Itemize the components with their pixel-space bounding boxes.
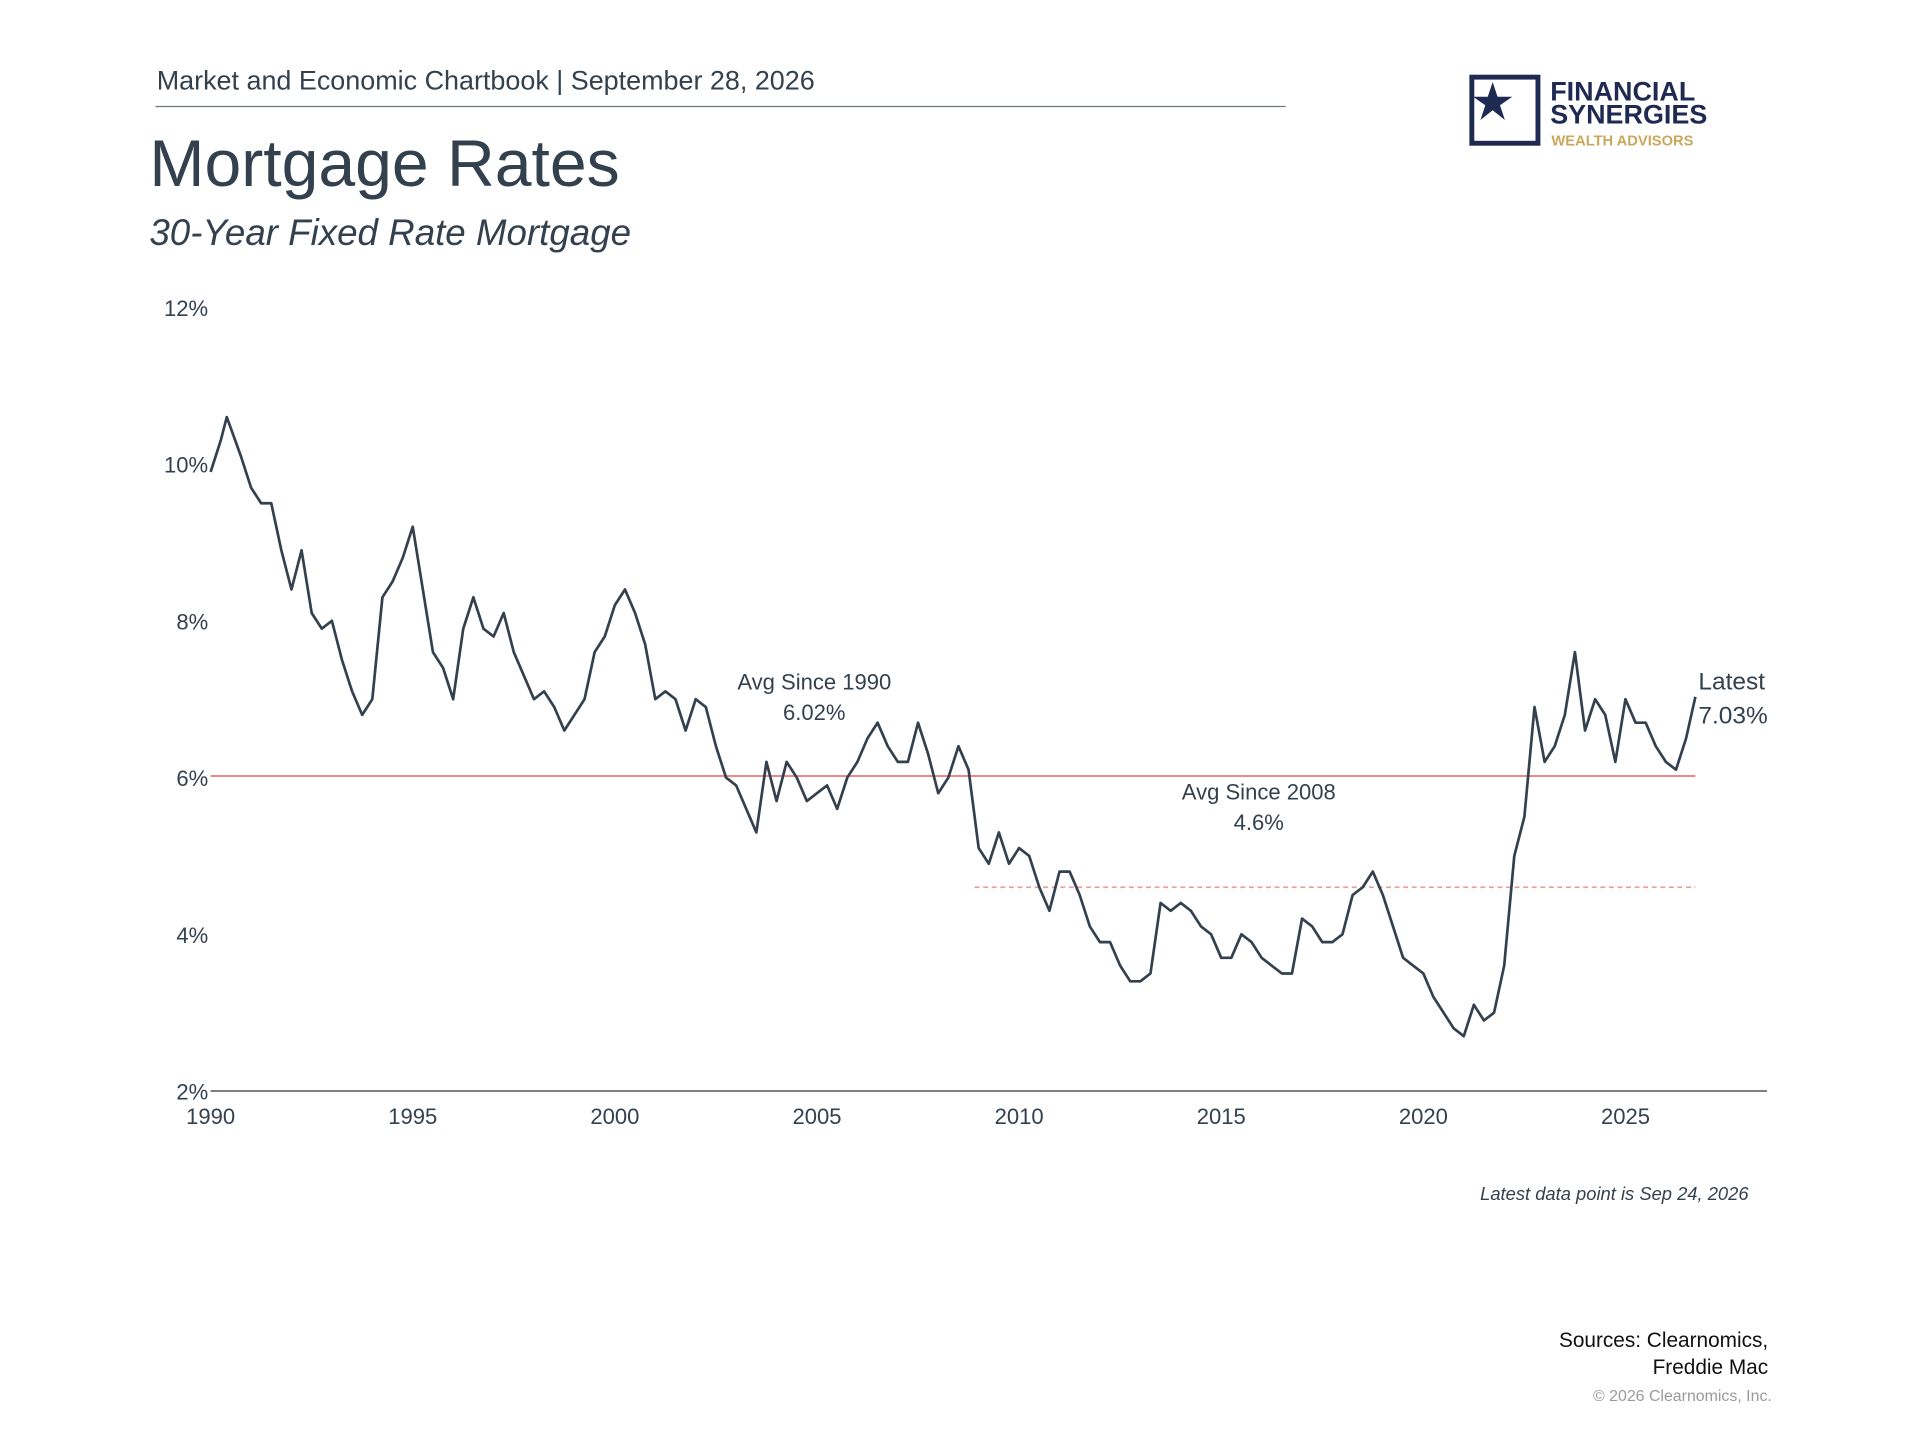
y-tick-label: 4% bbox=[176, 923, 208, 948]
chartbook-header: Market and Economic Chartbook | Septembe… bbox=[157, 65, 815, 95]
logo: FINANCIAL SYNERGIES WEALTH ADVISORS bbox=[1469, 74, 1707, 150]
footnote: Latest data point is Sep 24, 2026 bbox=[1480, 1183, 1749, 1204]
avg-label: Avg Since 2008 bbox=[1182, 780, 1336, 805]
x-tick-label: 2010 bbox=[995, 1104, 1044, 1129]
avg-value-label: 6.02% bbox=[783, 700, 845, 725]
latest-value-label: 7.03% bbox=[1698, 703, 1767, 730]
y-tick-label: 6% bbox=[176, 766, 208, 791]
logo-text: WEALTH ADVISORS bbox=[1551, 134, 1693, 150]
logo-star bbox=[1473, 82, 1513, 120]
x-tick-label: 1990 bbox=[186, 1104, 235, 1129]
rate-line bbox=[209, 415, 1697, 1038]
copyright: © 2026 Clearnomics, Inc. bbox=[1593, 1388, 1772, 1405]
x-tick-label: 1995 bbox=[388, 1104, 437, 1129]
avg-label: Avg Since 1990 bbox=[737, 669, 891, 694]
y-tick-label: 2% bbox=[176, 1080, 208, 1105]
logo-box bbox=[1469, 74, 1541, 146]
chart-subtitle: 30-Year Fixed Rate Mortgage bbox=[149, 212, 631, 253]
y-tick-label: 10% bbox=[164, 453, 208, 478]
x-tick-label: 2020 bbox=[1399, 1104, 1448, 1129]
x-tick-label: 2025 bbox=[1601, 1104, 1650, 1129]
x-tick-label: 2005 bbox=[792, 1104, 841, 1129]
sources: Sources: Clearnomics, bbox=[1559, 1329, 1768, 1352]
avg-value-label: 4.6% bbox=[1234, 810, 1284, 835]
latest-label: Latest bbox=[1698, 668, 1765, 695]
logo-text: SYNERGIES bbox=[1550, 100, 1707, 130]
sources: Freddie Mac bbox=[1653, 1356, 1769, 1379]
y-tick-label: 12% bbox=[164, 296, 208, 321]
y-tick-label: 8% bbox=[176, 609, 208, 634]
x-tick-label: 2000 bbox=[590, 1104, 639, 1129]
chart-title: Mortgage Rates bbox=[149, 127, 619, 201]
x-tick-label: 2015 bbox=[1197, 1104, 1246, 1129]
logo-text: FINANCIAL bbox=[1550, 76, 1695, 106]
